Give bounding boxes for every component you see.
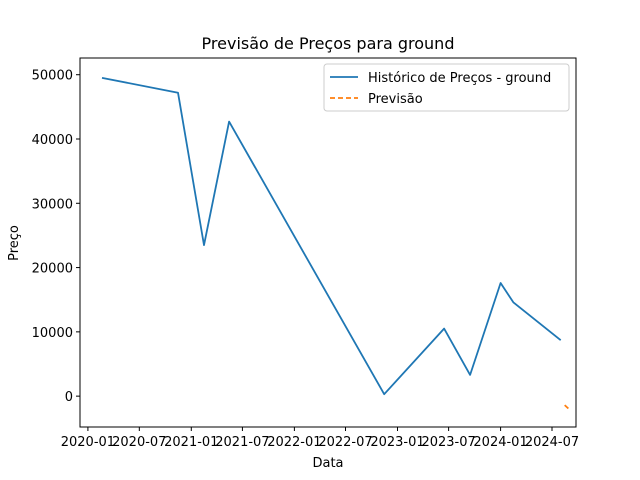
x-tick-label: 2024-07 bbox=[525, 435, 579, 450]
x-tick-label: 2023-01 bbox=[370, 435, 424, 450]
y-tick-label: 20000 bbox=[32, 262, 73, 277]
y-tick-label: 0 bbox=[65, 390, 73, 405]
forecast-series-line bbox=[564, 404, 571, 411]
legend: Histórico de Preços - ground Previsão bbox=[323, 63, 570, 112]
chart-title: Previsão de Preços para ground bbox=[202, 34, 455, 53]
legend-box bbox=[323, 63, 570, 112]
y-tick-label: 30000 bbox=[32, 197, 73, 212]
plot-area-frame bbox=[79, 57, 577, 428]
x-tick-label: 2022-07 bbox=[318, 435, 372, 450]
y-axis: 0 10000 20000 30000 40000 50000 bbox=[32, 69, 80, 405]
x-tick-label: 2021-07 bbox=[215, 435, 269, 450]
y-tick-label: 40000 bbox=[32, 133, 73, 148]
y-axis-label: Preço bbox=[7, 225, 22, 261]
legend-label: Previsão bbox=[368, 92, 423, 107]
y-tick-label: 10000 bbox=[32, 326, 73, 341]
legend-label: Histórico de Preços - ground bbox=[368, 71, 551, 86]
x-tick-label: 2024-01 bbox=[473, 435, 527, 450]
history-series-line bbox=[101, 77, 562, 396]
x-tick-label: 2020-01 bbox=[61, 435, 115, 450]
y-tick-label: 50000 bbox=[32, 69, 73, 84]
x-axis: 2020-012020-072021-012021-072022-012022-… bbox=[61, 427, 579, 450]
x-tick-label: 2022-01 bbox=[267, 435, 321, 450]
x-tick-label: 2023-07 bbox=[421, 435, 475, 450]
x-tick-label: 2020-07 bbox=[112, 435, 166, 450]
x-axis-label: Data bbox=[312, 456, 343, 471]
x-tick-label: 2021-01 bbox=[164, 435, 218, 450]
series-layer bbox=[101, 77, 571, 411]
